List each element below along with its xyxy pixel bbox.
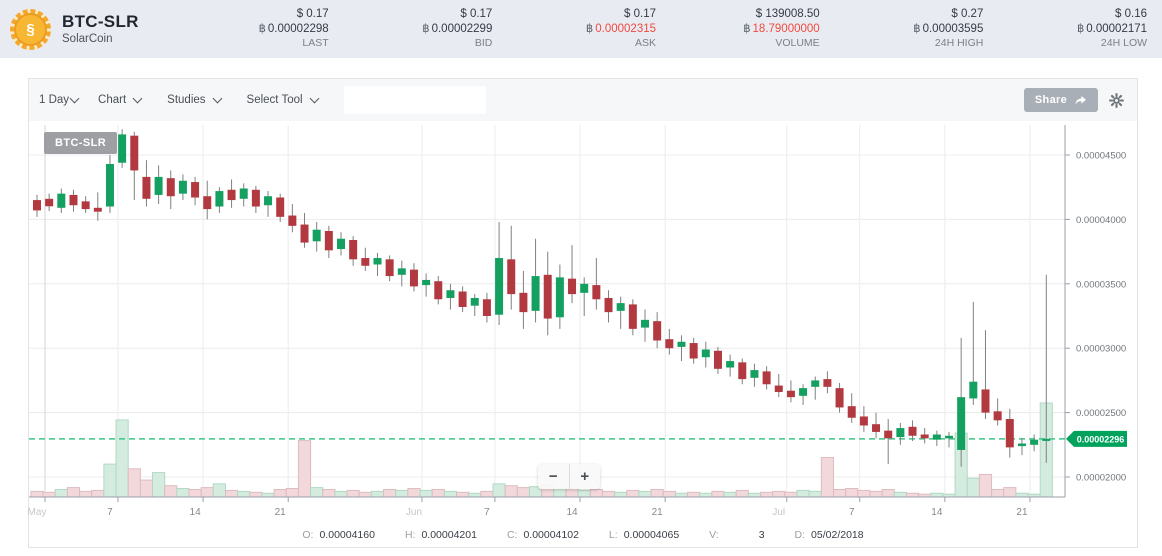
solarcoin-glyph: § [14, 12, 47, 46]
status-date: D: 05/02/2018 [794, 529, 864, 541]
chevron-down-icon [69, 93, 80, 103]
zoom-controls: − + [538, 464, 600, 489]
status-volume: V: 3 [709, 529, 765, 541]
chevron-down-icon [132, 93, 143, 103]
chart-toolbar: 1 Day Chart Studies Select Tool Share [29, 79, 1137, 121]
ohlc-status-bar: O: 0.00004160 H: 0.00004201 C: 0.00004102 L… [28, 529, 1138, 541]
settings-gear-icon[interactable] [1109, 92, 1124, 108]
market-stats: $ 0.17 ฿ 0.00002298 LAST $ 0.17 ฿ 0.000022… [180, 0, 1162, 58]
timeframe-dropdown[interactable]: 1 Day [39, 93, 80, 106]
zoom-out-button[interactable]: − [538, 464, 570, 489]
share-icon [1075, 96, 1086, 105]
symbol-badge: BTC-SLR [44, 132, 118, 154]
status-low: L: 0.00004065 [608, 529, 680, 541]
stat-24h-low: $ 0.16 ฿ 0.00002171 24H LOW [1076, 8, 1148, 50]
status-high: H: 0.00004201 [404, 529, 477, 541]
status-open: O: 0.00004160 [302, 529, 375, 541]
stat-last: $ 0.17 ฿ 0.00002298 LAST [258, 8, 329, 50]
toolbar-blank-input[interactable] [343, 86, 486, 114]
chevron-down-icon [212, 93, 222, 103]
stat-24h-high: $ 0.27 ฿ 0.00003595 24H HIGH [913, 8, 984, 50]
market-header: § BTC-SLR SolarCoin $ 0.17 ฿ 0.00002298 L… [0, 0, 1162, 58]
pair-title: BTC-SLR [62, 12, 139, 32]
select-tool-dropdown[interactable]: Select Tool [247, 93, 320, 106]
share-button[interactable]: Share [1023, 88, 1098, 112]
coin-block: § BTC-SLR SolarCoin [0, 8, 180, 50]
zoom-in-button[interactable]: + [580, 468, 590, 485]
chart-type-dropdown[interactable]: Chart [98, 93, 143, 106]
coin-names: BTC-SLR SolarCoin [62, 12, 139, 45]
chevron-down-icon [309, 93, 320, 103]
studies-dropdown[interactable]: Studies [167, 93, 222, 106]
stat-volume: $ 139008.50 ฿ 18.79000000 VOLUME [743, 8, 820, 50]
solarcoin-logo-icon: § [10, 8, 51, 50]
stat-ask: $ 0.17 ฿ 0.00002315 ASK [585, 8, 657, 50]
coin-name: SolarCoin [62, 32, 113, 45]
stat-bid: $ 0.17 ฿ 0.00002299 BID [422, 8, 493, 50]
status-close: C: 0.00004102 [506, 529, 579, 541]
